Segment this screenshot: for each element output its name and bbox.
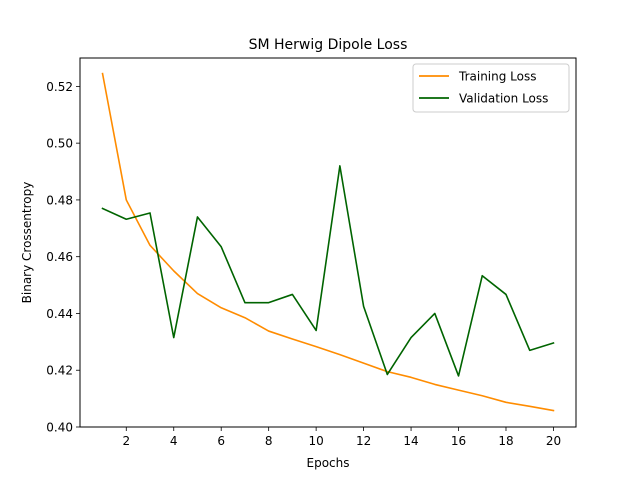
x-tick-label: 14 [403, 434, 418, 448]
x-tick-label: 10 [308, 434, 323, 448]
y-tick-label: 0.52 [46, 80, 73, 94]
x-axis-ticks: 2 4 6 8 10 12 14 16 18 20 [122, 427, 561, 448]
y-tick-label: 0.50 [46, 137, 73, 151]
y-tick-label: 0.44 [46, 307, 73, 321]
x-tick-label: 16 [451, 434, 466, 448]
y-tick-label: 0.42 [46, 364, 73, 378]
legend-label-training: Training Loss [458, 70, 536, 84]
x-tick-label: 2 [122, 434, 130, 448]
y-axis-label: Binary Crossentropy [20, 182, 34, 304]
series-line-validation-loss [101, 165, 555, 377]
y-tick-label: 0.48 [46, 193, 73, 207]
x-axis-label: Epochs [307, 456, 350, 470]
legend-label-validation: Validation Loss [459, 92, 548, 106]
plot-frame [79, 57, 577, 428]
y-tick-label: 0.40 [46, 421, 73, 435]
x-tick-label: 6 [217, 434, 225, 448]
chart-title: SM Herwig Dipole Loss [249, 37, 408, 53]
x-tick-label: 8 [265, 434, 273, 448]
x-tick-label: 20 [546, 434, 561, 448]
y-tick-label: 0.46 [46, 250, 73, 264]
y-axis-ticks: 0.40 0.42 0.44 0.46 0.48 0.50 0.52 [46, 80, 80, 435]
legend: Training Loss Validation Loss [412, 63, 570, 113]
x-tick-label: 12 [356, 434, 371, 448]
x-tick-label: 18 [498, 434, 513, 448]
x-tick-label: 4 [170, 434, 178, 448]
series-line-training-loss [101, 72, 555, 412]
series-layer [101, 72, 555, 412]
legend-box [412, 63, 570, 113]
